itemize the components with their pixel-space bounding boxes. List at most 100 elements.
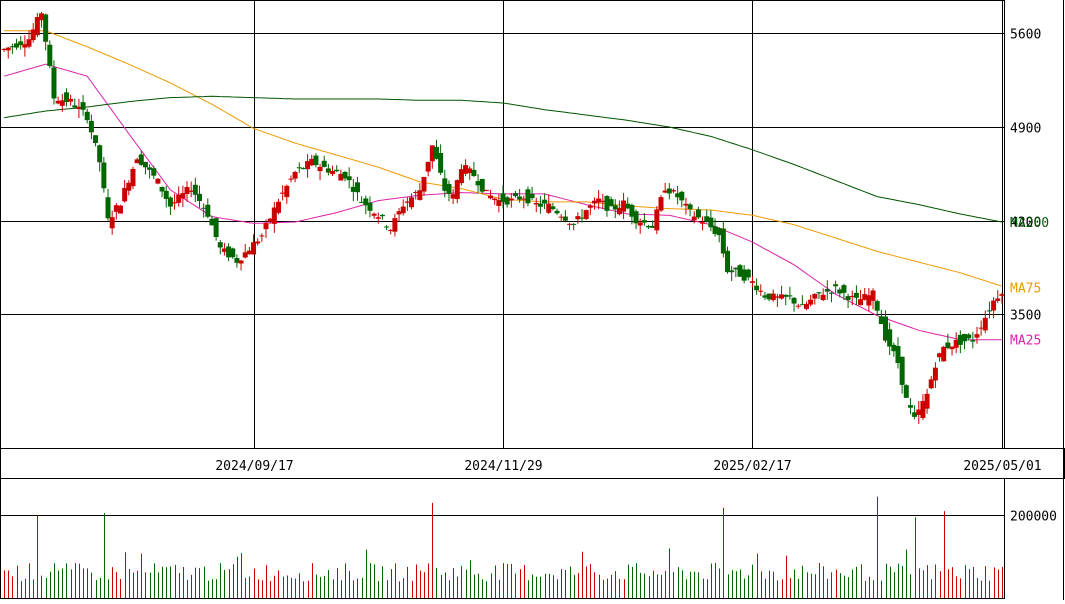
candle-body xyxy=(192,184,198,195)
ma25-label: MA25 xyxy=(1010,334,1041,349)
candle-body xyxy=(384,226,390,228)
candle-body xyxy=(720,228,726,254)
candle-body xyxy=(695,209,701,218)
candle-body xyxy=(708,217,714,228)
candle-body xyxy=(533,202,539,205)
candle-body xyxy=(770,293,776,301)
candle-body xyxy=(554,210,560,214)
candle-body xyxy=(97,145,103,163)
candle-body xyxy=(317,167,323,172)
candle-body xyxy=(109,217,115,229)
candle-body xyxy=(138,154,144,165)
candle-body xyxy=(962,333,968,342)
candle-body xyxy=(591,200,597,204)
candle-body xyxy=(209,218,215,226)
candle-body xyxy=(18,41,24,46)
candle-body xyxy=(234,258,240,263)
candle-body xyxy=(313,155,319,166)
candle-body xyxy=(874,301,880,311)
date-tick-label: 2025/05/01 xyxy=(963,459,1041,474)
candle-body xyxy=(284,185,290,198)
candle-body xyxy=(937,353,943,358)
candle-body xyxy=(795,305,801,307)
candle-body xyxy=(587,205,593,208)
candle-body xyxy=(267,218,273,222)
candle-body xyxy=(704,216,710,222)
candle-body xyxy=(883,316,889,341)
candle-body xyxy=(22,44,28,48)
candle-body xyxy=(529,193,535,199)
candle-body xyxy=(467,168,473,174)
candle-body xyxy=(679,191,685,201)
candle-body xyxy=(359,201,365,203)
candle-body xyxy=(68,98,74,102)
candle-body xyxy=(76,106,82,109)
candle-body xyxy=(745,269,751,278)
candle-body xyxy=(396,211,402,215)
candle-body xyxy=(238,260,244,264)
candle-body xyxy=(196,193,202,202)
candle-body xyxy=(255,241,261,244)
candle-body xyxy=(999,294,1005,296)
candle-body xyxy=(841,285,847,293)
candle-body xyxy=(475,181,481,186)
candle-body xyxy=(833,284,839,287)
candle-body xyxy=(957,334,963,345)
candle-body xyxy=(180,193,186,199)
candle-body xyxy=(221,248,227,252)
price-grid xyxy=(0,0,1004,516)
candle-body xyxy=(34,17,40,36)
candle-body xyxy=(949,346,955,350)
axis-labels: 5600 4900 4200 3500 2024/09/17 2024/11/29 2025… xyxy=(215,28,1057,525)
candle-body xyxy=(517,196,523,200)
candle-body xyxy=(596,198,602,203)
candle-body xyxy=(853,292,859,298)
candle-body xyxy=(824,289,830,292)
candle-body xyxy=(280,192,286,194)
candle-body xyxy=(259,235,265,237)
candle-body xyxy=(837,289,843,294)
candle-body xyxy=(450,194,456,199)
candle-body xyxy=(828,292,834,294)
candle-body xyxy=(675,193,681,198)
candle-body xyxy=(300,168,306,170)
candle-body xyxy=(30,29,36,41)
candle-body xyxy=(492,198,498,201)
candle-body xyxy=(159,186,165,192)
candle-body xyxy=(172,202,178,204)
candle-body xyxy=(409,197,415,208)
candle-body xyxy=(621,200,627,212)
candle-body xyxy=(84,111,90,121)
volume-panel-border xyxy=(0,478,1005,599)
candle-body xyxy=(691,216,697,221)
candle-body xyxy=(275,201,281,213)
candle-body xyxy=(733,267,739,270)
candle-body xyxy=(670,190,676,192)
candle-body xyxy=(991,300,997,311)
candle-body xyxy=(454,180,460,200)
candle-body xyxy=(217,242,223,248)
candle-body xyxy=(342,171,348,179)
candle-body xyxy=(338,173,344,181)
candle-body xyxy=(916,409,922,415)
candle-body xyxy=(928,379,934,389)
candle-body xyxy=(309,158,315,166)
candle-body xyxy=(816,292,822,294)
candle-body xyxy=(363,198,369,206)
volume-tick-label: 200000 xyxy=(1010,510,1057,525)
candle-body xyxy=(305,161,311,170)
candle-body xyxy=(571,223,577,225)
candle-body xyxy=(213,218,219,238)
candle-body xyxy=(866,295,872,306)
candle-body xyxy=(687,204,693,210)
candle-body xyxy=(600,200,606,203)
candle-body xyxy=(579,217,585,219)
candle-body xyxy=(392,218,398,232)
candle-body xyxy=(122,187,128,202)
candle-body xyxy=(446,184,452,194)
candle-body xyxy=(80,102,86,110)
candle-body xyxy=(683,203,689,206)
candle-body xyxy=(970,340,976,342)
